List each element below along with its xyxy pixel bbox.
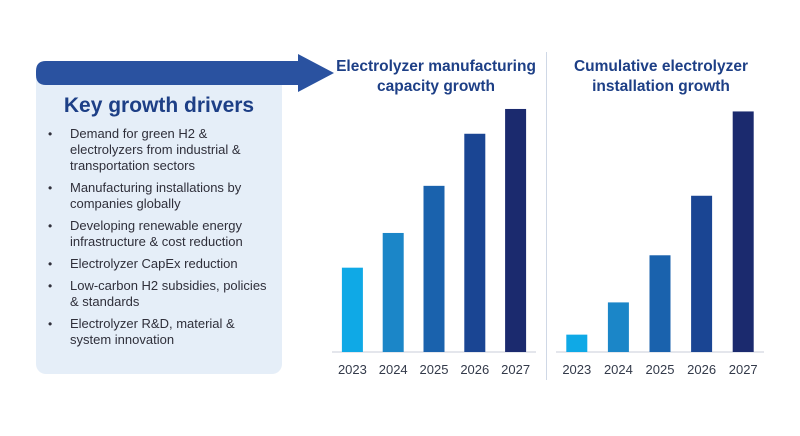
bar-2025 xyxy=(649,255,671,352)
bullet-icon: • xyxy=(48,181,53,195)
list-item: • Manufacturing installations by companie… xyxy=(48,180,276,212)
tick-label-2027: 2027 xyxy=(729,362,758,377)
driver-text: Electrolyzer CapEx reduction xyxy=(70,256,238,271)
list-item: • Demand for green H2 & electrolyzers fro… xyxy=(48,126,276,174)
bar-2025 xyxy=(423,185,445,352)
bar-2027 xyxy=(732,111,754,352)
bar-2023 xyxy=(341,267,363,352)
driver-text: Electrolyzer R&D, material & system inno… xyxy=(70,316,235,347)
drivers-title: Key growth drivers xyxy=(63,94,255,117)
tick-label-2024: 2024 xyxy=(379,362,408,377)
chart-divider xyxy=(546,52,547,380)
bullet-icon: • xyxy=(48,279,53,293)
list-item: • Low-carbon H2 subsidies, policies & sta… xyxy=(48,278,276,310)
bar-2026 xyxy=(691,195,713,352)
bullet-icon: • xyxy=(48,127,53,141)
tick-label-2025: 2025 xyxy=(646,362,675,377)
bar-2027 xyxy=(505,108,527,353)
chart-title-manufacturing: Electrolyzer manufacturing capacity grow… xyxy=(336,58,536,95)
driver-text: Manufacturing installations by companies… xyxy=(70,180,242,211)
tick-label-2023: 2023 xyxy=(562,362,591,377)
tick-label-2025: 2025 xyxy=(420,362,449,377)
tick-label-2026: 2026 xyxy=(687,362,716,377)
list-item: • Electrolyzer R&D, material & system inn… xyxy=(48,316,276,348)
tick-label-2027: 2027 xyxy=(501,362,530,377)
chart-title-installation: Cumulative electrolyzer installation gro… xyxy=(573,58,748,95)
bullet-icon: • xyxy=(48,257,53,271)
driver-text: Low-carbon H2 subsidies, policies & stan… xyxy=(70,278,267,309)
bar-2024 xyxy=(607,302,629,352)
bullet-icon: • xyxy=(48,219,53,233)
tick-label-2024: 2024 xyxy=(604,362,633,377)
arrow-banner xyxy=(36,54,334,92)
driver-text: Demand for green H2 & electrolyzers from… xyxy=(70,126,241,173)
bar-2024 xyxy=(382,232,404,352)
driver-text: Developing renewable energy infrastructu… xyxy=(70,218,243,249)
tick-label-2026: 2026 xyxy=(460,362,489,377)
bar-2026 xyxy=(464,133,486,352)
drivers-list: • Demand for green H2 & electrolyzers fro… xyxy=(48,126,276,354)
list-item: • Developing renewable energy infrastruct… xyxy=(48,218,276,250)
bullet-icon: • xyxy=(48,317,53,331)
list-item: • Electrolyzer CapEx reduction xyxy=(48,256,276,272)
growth-drivers-panel xyxy=(36,66,282,374)
tick-label-2023: 2023 xyxy=(338,362,367,377)
bar-2023 xyxy=(566,334,588,352)
